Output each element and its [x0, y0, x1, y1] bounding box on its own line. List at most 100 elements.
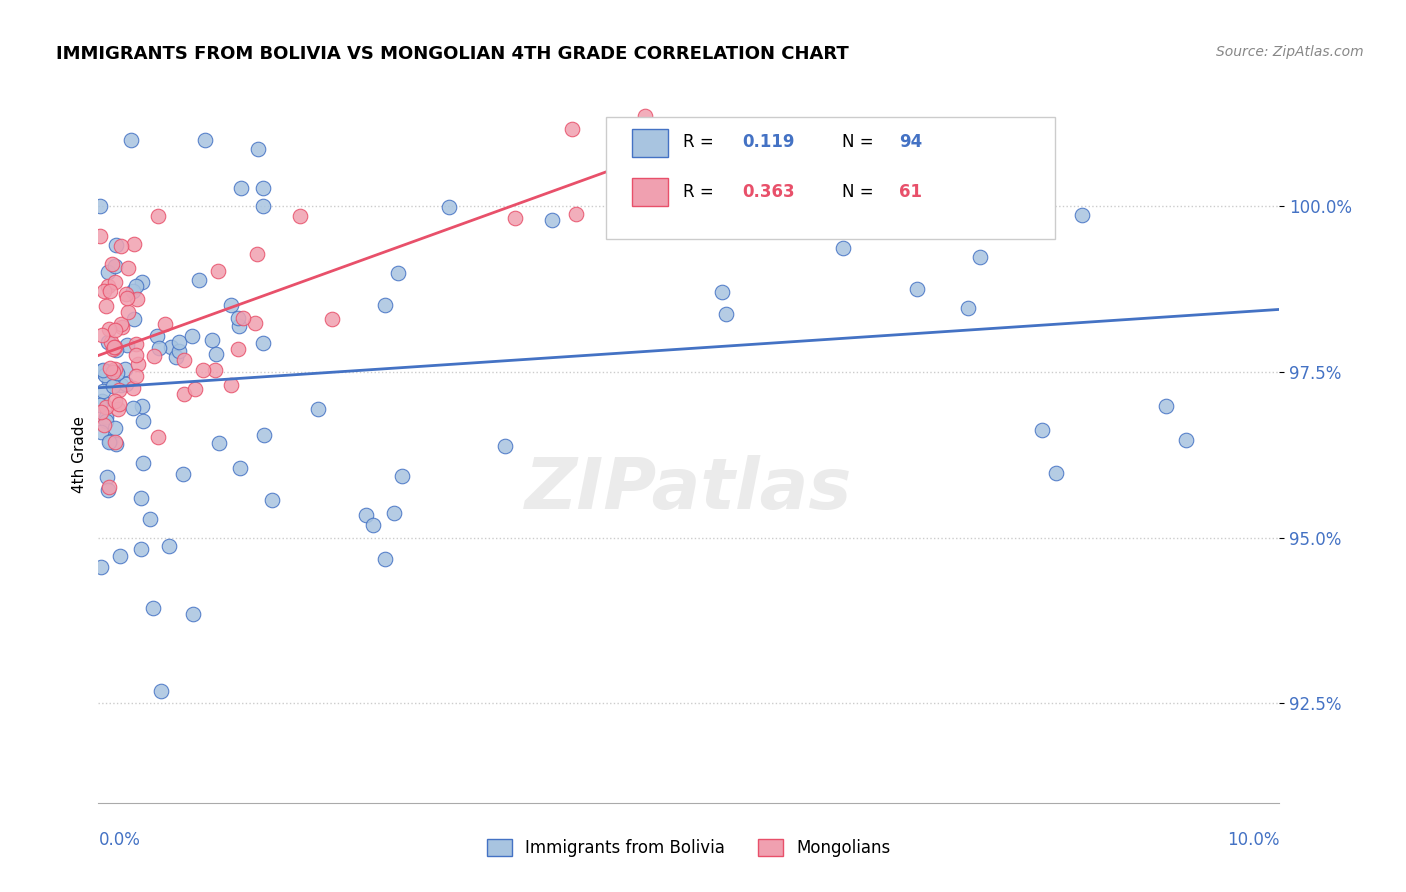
Point	[229, 181, 252, 195]
Point	[173, 387, 195, 401]
Point	[89, 229, 111, 244]
Point	[387, 266, 409, 280]
Point	[716, 307, 738, 321]
Point	[96, 470, 118, 484]
Point	[89, 199, 111, 213]
Point	[204, 363, 226, 377]
Point	[108, 397, 131, 411]
Point	[94, 414, 117, 428]
Point	[232, 310, 254, 325]
Point	[90, 560, 112, 574]
Point	[111, 320, 134, 334]
Point	[96, 364, 118, 378]
Point	[374, 297, 396, 311]
Point	[97, 335, 120, 350]
Point	[1070, 208, 1092, 222]
Point	[184, 382, 207, 396]
Text: 0.363: 0.363	[742, 183, 794, 201]
Point	[104, 393, 127, 408]
Point	[956, 301, 979, 315]
Point	[98, 361, 121, 376]
Point	[117, 305, 139, 319]
Point	[143, 349, 166, 363]
Point	[104, 343, 127, 358]
Point	[173, 352, 195, 367]
Point	[129, 541, 152, 556]
Point	[565, 207, 588, 221]
Point	[208, 436, 231, 450]
Point	[540, 212, 562, 227]
Point	[93, 368, 115, 382]
Point	[90, 404, 112, 418]
Point	[138, 512, 160, 526]
Point	[97, 278, 120, 293]
Point	[229, 461, 252, 475]
Point	[226, 342, 249, 356]
Point	[104, 340, 127, 354]
Point	[100, 257, 122, 271]
Point	[97, 265, 120, 279]
Point	[125, 292, 148, 306]
Point	[104, 323, 127, 337]
Text: R =: R =	[683, 183, 718, 201]
FancyBboxPatch shape	[606, 118, 1054, 239]
Point	[101, 378, 124, 392]
Point	[228, 319, 250, 334]
Point	[194, 133, 217, 147]
Point	[354, 508, 377, 523]
Text: ZIPatlas: ZIPatlas	[526, 455, 852, 524]
Point	[121, 381, 143, 395]
Point	[183, 607, 205, 621]
Point	[142, 601, 165, 615]
Point	[91, 328, 114, 343]
Text: Source: ZipAtlas.com: Source: ZipAtlas.com	[1216, 45, 1364, 59]
Point	[146, 430, 169, 444]
Point	[90, 425, 112, 439]
Text: N =: N =	[842, 183, 879, 201]
Point	[561, 121, 583, 136]
Point	[969, 250, 991, 264]
Point	[97, 434, 120, 449]
Point	[100, 334, 122, 349]
Point	[905, 282, 928, 296]
Point	[246, 142, 269, 156]
Point	[97, 374, 120, 388]
Point	[374, 551, 396, 566]
Point	[1031, 423, 1053, 437]
Point	[110, 378, 132, 392]
Point	[125, 278, 148, 293]
Point	[105, 238, 128, 252]
Point	[98, 284, 121, 298]
Point	[219, 377, 242, 392]
Point	[90, 394, 112, 409]
Point	[1175, 434, 1198, 448]
Point	[91, 384, 114, 398]
Point	[188, 273, 211, 287]
Point	[91, 363, 114, 377]
Point	[98, 480, 121, 494]
Point	[121, 401, 143, 416]
Point	[169, 335, 191, 350]
Point	[115, 286, 138, 301]
Point	[104, 437, 127, 451]
Point	[104, 421, 127, 435]
Point	[93, 285, 115, 299]
Point	[97, 483, 120, 497]
Point	[169, 343, 191, 358]
Text: R =: R =	[683, 133, 718, 151]
Point	[98, 434, 121, 449]
Point	[120, 133, 142, 147]
Point	[634, 109, 657, 123]
Point	[122, 284, 145, 298]
Point	[104, 435, 127, 450]
Point	[382, 506, 405, 520]
Point	[104, 259, 127, 273]
Point	[97, 322, 120, 336]
Point	[132, 457, 155, 471]
Y-axis label: 4th Grade: 4th Grade	[72, 417, 87, 493]
Point	[94, 299, 117, 313]
Point	[252, 181, 274, 195]
Point	[115, 338, 138, 352]
Text: 10.0%: 10.0%	[1227, 830, 1279, 848]
Point	[145, 329, 167, 343]
